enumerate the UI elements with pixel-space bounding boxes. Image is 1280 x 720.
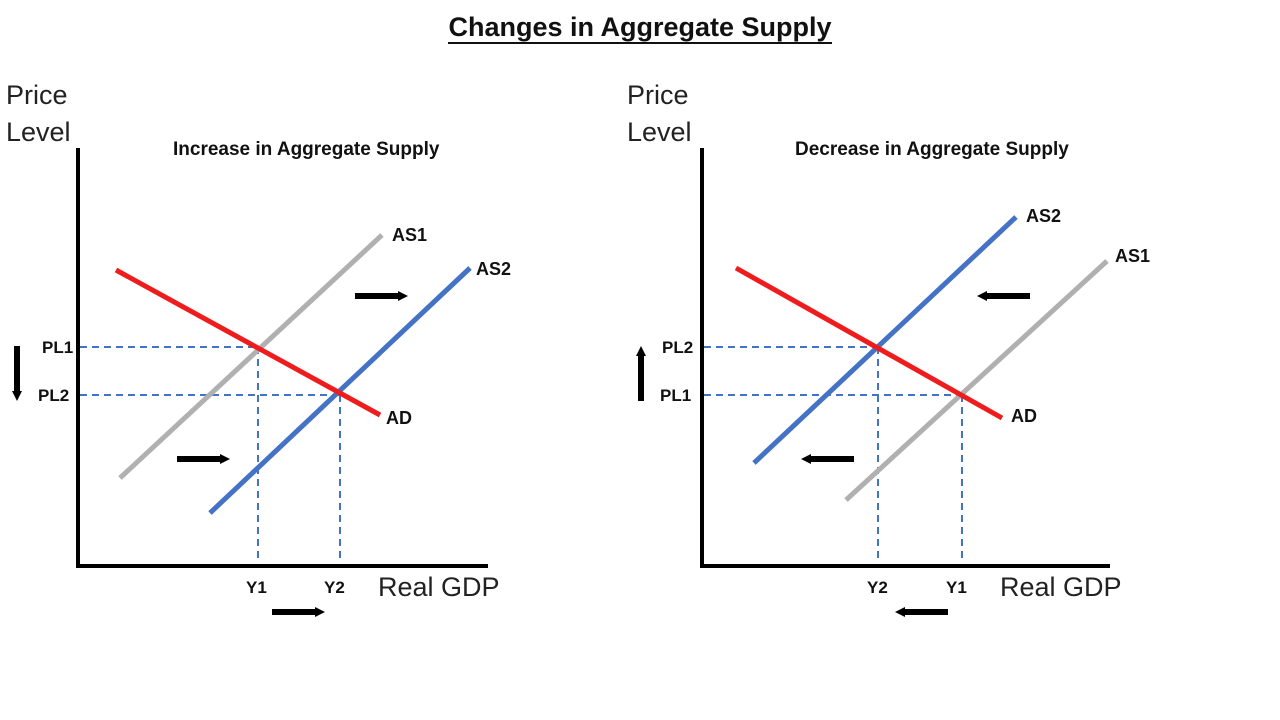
left-as1-label: AS1 [392, 225, 427, 245]
left-y2-label: Y2 [324, 578, 345, 597]
right-as2-curve [752, 215, 1018, 465]
right-as2-label: AS2 [1026, 206, 1061, 226]
left-ad-label: AD [386, 408, 412, 428]
left-panel-title: Increase in Aggregate Supply [173, 139, 440, 160]
left-y1-label: Y1 [246, 578, 267, 597]
left-as2-label: AS2 [476, 259, 511, 279]
left-panel: Price Level Increase in Aggregate Supply… [6, 80, 511, 617]
right-ad-curve [734, 265, 1004, 421]
right-x-axis-label: Real GDP [1000, 572, 1122, 602]
right-panel: Price Level Decrease in Aggregate Supply… [627, 80, 1150, 617]
right-y-axis-label-line1: Price [627, 80, 689, 110]
left-y-axis-label-line2: Level [6, 117, 71, 147]
left-as1-curve [118, 233, 384, 480]
right-as1-label: AS1 [1115, 246, 1150, 266]
right-y2-label: Y2 [867, 578, 888, 597]
right-pl2-label: PL2 [662, 338, 693, 357]
page-title: Changes in Aggregate Supply [448, 12, 832, 44]
left-x-axis-label: Real GDP [378, 572, 500, 602]
left-pl1-label: PL1 [42, 338, 73, 357]
right-ad-label: AD [1011, 406, 1037, 426]
left-pl2-label: PL2 [38, 386, 69, 405]
right-y-axis-label-line2: Level [627, 117, 692, 147]
right-panel-title: Decrease in Aggregate Supply [795, 139, 1069, 160]
left-ad-curve [114, 267, 382, 418]
left-y-axis-label-line1: Price [6, 80, 68, 110]
right-pl1-label: PL1 [660, 386, 691, 405]
right-y1-label: Y1 [946, 578, 967, 597]
right-as1-curve [844, 259, 1109, 502]
